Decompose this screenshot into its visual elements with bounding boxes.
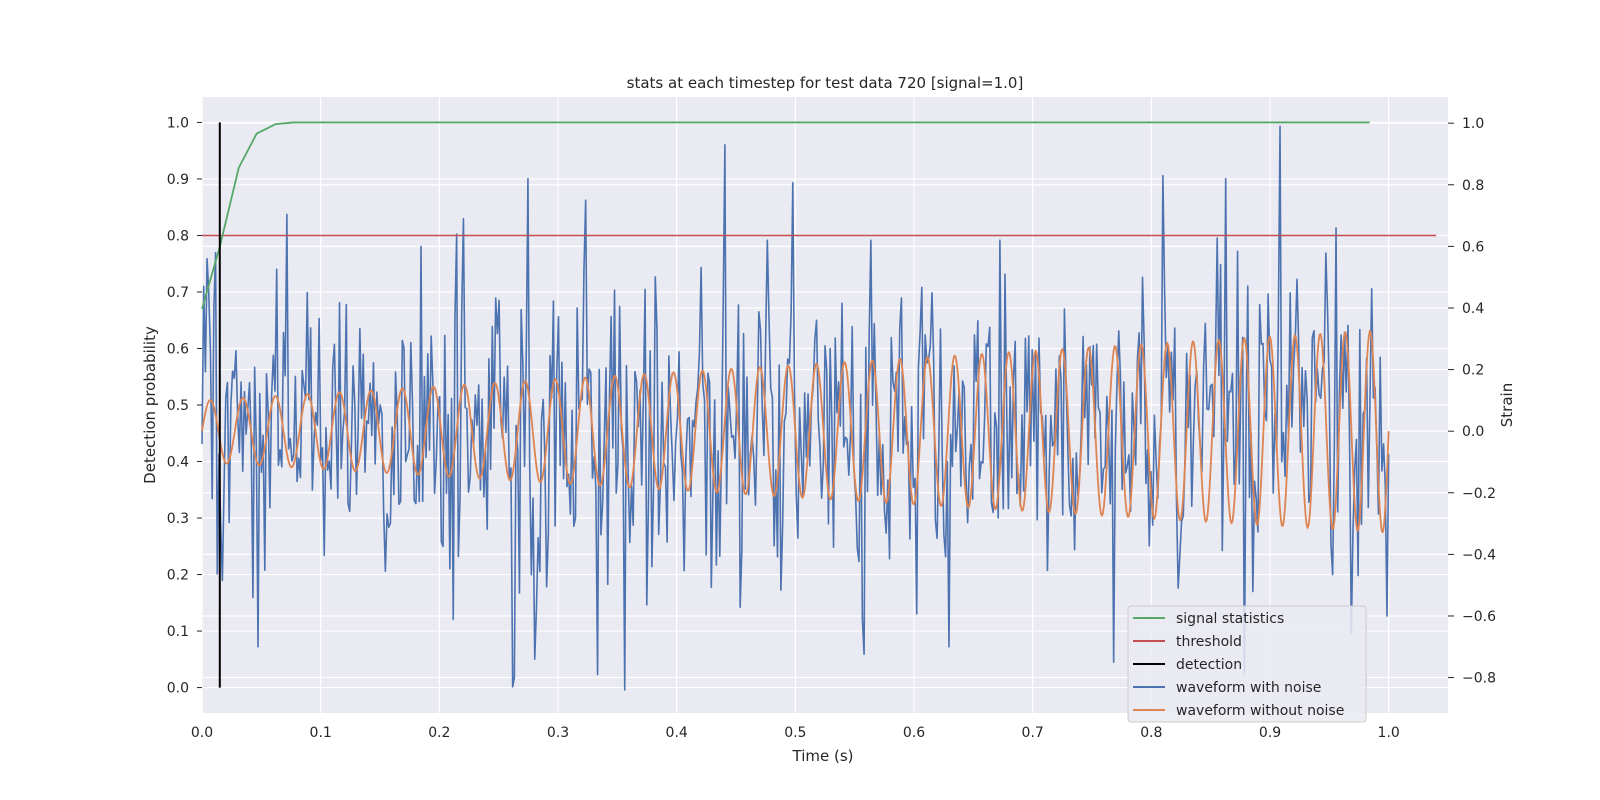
y2-tick-label: −0.4	[1462, 547, 1496, 563]
x-tick-label: 0.9	[1259, 725, 1281, 741]
y2-tick-label: −0.8	[1462, 671, 1496, 687]
y-axis-label: Detection probability	[141, 326, 159, 484]
x-tick-label: 1.0	[1378, 725, 1400, 741]
y-tick-label: 0.6	[167, 341, 189, 357]
x-tick-label: 0.1	[310, 725, 332, 741]
y-tick-label: 0.4	[167, 455, 189, 471]
x-tick-label: 0.6	[903, 725, 925, 741]
series-layer	[201, 121, 1437, 691]
y2-tick-label: −0.2	[1462, 486, 1496, 502]
x-tick-label: 0.0	[191, 725, 213, 741]
x-tick-label: 0.2	[428, 725, 450, 741]
y-tick-label: 0.9	[167, 172, 189, 188]
legend: signal statistics threshold detection wa…	[1127, 605, 1367, 723]
y-tick-label: 0.7	[167, 285, 189, 301]
y-tick-label: 0.5	[167, 398, 189, 414]
y-tick-label: 1.0	[167, 115, 189, 131]
y2-tick-label: 0.6	[1462, 239, 1484, 255]
x-tick-label: 0.8	[1140, 725, 1162, 741]
y2-tick-label: −0.6	[1462, 609, 1496, 625]
legend-label-noisy-waveform: waveform with noise	[1176, 680, 1321, 696]
legend-frame	[1127, 605, 1367, 723]
series-signal-statistics	[201, 121, 1370, 310]
x-tick-label: 0.7	[1022, 725, 1044, 741]
legend-label-signal: signal statistics	[1176, 611, 1284, 627]
y2-axis-label: Strain	[1498, 383, 1516, 427]
legend-label-threshold: threshold	[1176, 634, 1242, 650]
x-tick-label: 0.4	[666, 725, 688, 741]
y2-tick-label: 0.2	[1462, 363, 1484, 379]
y-tick-label: 0.8	[167, 228, 189, 244]
y-tick-label: 0.3	[167, 511, 189, 527]
y2-tick-label: 0.0	[1462, 424, 1484, 440]
y2-tick-label: 0.8	[1462, 178, 1484, 194]
y-tick-label: 0.1	[167, 624, 189, 640]
x-axis-label: Time (s)	[792, 747, 854, 765]
y-tick-label: 0.0	[167, 681, 189, 697]
y2-tick-label: 1.0	[1462, 116, 1484, 132]
tick-labels: 0.0 0.1 0.2 0.3 0.4 0.5 0.6 0.7 0.8 0.9 1.0 0.0 0.1 0…	[167, 115, 1496, 741]
chart-title: stats at each timestep for test data 720…	[627, 74, 1024, 92]
x-tick-label: 0.5	[784, 725, 806, 741]
x-tick-label: 0.3	[547, 725, 569, 741]
legend-label-detection: detection	[1176, 657, 1242, 673]
series-waveform-without-noise	[201, 329, 1390, 534]
legend-label-clean-waveform: waveform without noise	[1176, 703, 1344, 719]
y-tick-label: 0.2	[167, 568, 189, 584]
y2-tick-label: 0.4	[1462, 301, 1484, 317]
